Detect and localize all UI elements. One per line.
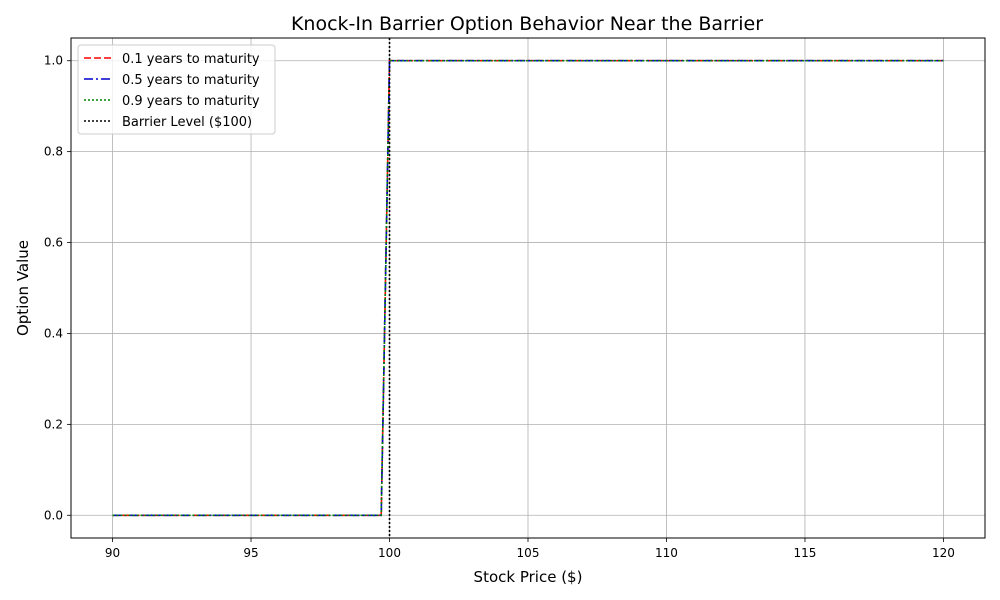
x-tick-label: 95 xyxy=(243,546,258,560)
x-tick-label: 105 xyxy=(517,546,540,560)
plot-series xyxy=(112,38,944,538)
series-line-2 xyxy=(112,59,944,517)
legend-label: 0.5 years to maturity xyxy=(122,73,260,88)
y-tick-label: 0.2 xyxy=(44,417,63,431)
y-tick-label: 1.0 xyxy=(44,54,63,68)
legend-box xyxy=(77,44,276,135)
x-tick-label: 115 xyxy=(794,546,817,560)
legend: 0.1 years to maturity 0.5 years to maturi… xyxy=(77,44,276,135)
series-line-3 xyxy=(112,59,944,517)
y-tick-label: 0.0 xyxy=(44,508,63,522)
x-tick-label: 110 xyxy=(655,546,678,560)
ticks: 90 95 100 105 110 115 120 0.0 0.2 0.4 0.6 0.8 1.0 xyxy=(44,54,955,560)
y-axis-title: Option Value xyxy=(14,240,32,336)
legend-label: 0.1 years to maturity xyxy=(122,52,260,67)
x-tick-label: 120 xyxy=(932,546,955,560)
y-tick-label: 0.4 xyxy=(44,326,63,340)
x-axis-title: Stock Price ($) xyxy=(474,568,583,586)
x-tick-label: 90 xyxy=(105,546,120,560)
legend-label: 0.9 years to maturity xyxy=(122,94,260,109)
y-tick-label: 0.6 xyxy=(44,236,63,250)
y-tick-label: 0.8 xyxy=(44,145,63,159)
legend-label: Barrier Level ($100) xyxy=(122,115,252,130)
x-tick-label: 100 xyxy=(378,546,401,560)
chart-title: Knock-In Barrier Option Behavior Near th… xyxy=(291,13,763,35)
